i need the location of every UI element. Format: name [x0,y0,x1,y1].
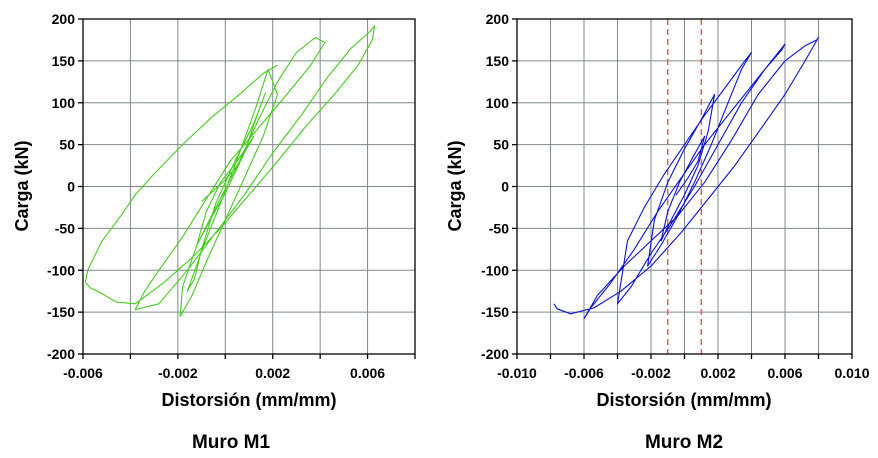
y-tick-label: 200 [486,11,510,27]
gridlines [516,18,853,355]
chart-title: Muro M2 [645,432,723,453]
y-tick-label: 0 [501,179,509,195]
series-line [553,36,820,320]
y-tick-label: 50 [59,137,75,153]
y-tick-label: -200 [481,346,509,362]
y-tick-label: 50 [493,137,509,153]
y-tick-label: -150 [481,304,509,320]
x-tick-label: -0.006 [63,365,103,381]
x-axis-ticks: -0.006 -0.002 0.002 0.006 [63,354,416,381]
data-series [553,36,820,320]
y-tick-label: -150 [47,304,75,320]
x-tick-label: 0.010 [834,365,869,381]
y-axis-label: Carga (kN) [12,140,32,231]
y-tick-label: 150 [52,53,76,69]
x-tick-label: 0.006 [350,365,385,381]
x-tick-label: 0.006 [767,365,802,381]
y-tick-label: 100 [486,95,510,111]
x-tick-label: 0.002 [255,365,290,381]
x-axis-label: Distorsión (mm/mm) [596,390,771,410]
y-axis-ticks: -200 -150 -100 -50 0 50 100 150 200 [481,11,517,362]
y-axis-label: Carga (kN) [445,140,465,231]
y-axis-ticks: -200 -150 -100 -50 0 50 100 150 200 [47,11,83,362]
x-tick-label: -0.010 [497,365,537,381]
y-tick-label: 200 [52,11,76,27]
x-tick-label: -0.002 [158,365,198,381]
series-line [84,25,376,317]
y-tick-label: -100 [47,262,75,278]
chart-panel-muro-m1: -200 -150 -100 -50 0 50 100 150 200 -0.006 -0.002… [12,11,416,453]
chart-panel-muro-m2: -200 -150 -100 -50 0 50 100 150 200 -0.010 -0.006… [445,11,870,453]
y-tick-label: 0 [67,179,75,195]
x-tick-label: -0.006 [564,365,604,381]
data-series [84,25,376,317]
y-tick-label: -100 [481,262,509,278]
y-tick-label: -50 [489,220,509,236]
y-tick-label: -200 [47,346,75,362]
x-tick-label: 0.002 [700,365,735,381]
chart-title: Muro M1 [192,432,271,453]
y-tick-label: 150 [486,53,510,69]
reference-lines [667,19,702,354]
y-tick-label: 100 [52,95,76,111]
y-tick-label: -50 [55,220,75,236]
x-axis-label: Distorsión (mm/mm) [161,390,336,410]
x-axis-ticks: -0.010 -0.006 -0.002 0.002 0.006 0.010 [497,354,870,381]
x-tick-label: -0.002 [631,365,671,381]
